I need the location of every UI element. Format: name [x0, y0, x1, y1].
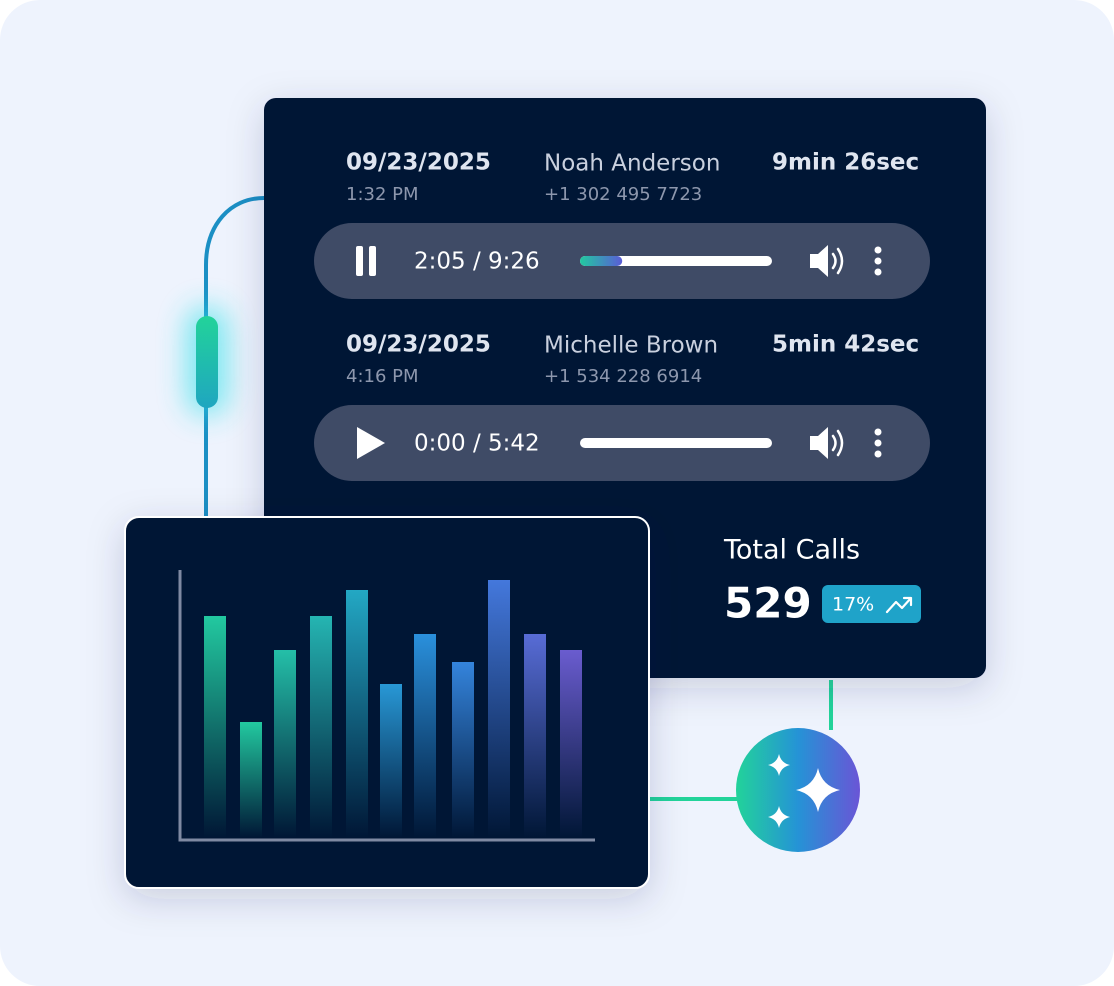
call-duration: 9min 26sec [772, 150, 919, 176]
call-list: 09/23/2025 1:32 PM Noah Anderson +1 302 495… [314, 150, 930, 481]
progress-fill [580, 256, 623, 266]
bar [274, 650, 296, 838]
change-text: 17% [832, 594, 874, 616]
playback-position: 2:05 / 9:26 [414, 249, 540, 275]
sparkle-icon [768, 754, 840, 828]
bar [560, 650, 582, 838]
bar [380, 684, 402, 838]
summary-value: 529 [724, 579, 812, 628]
pause-button[interactable] [369, 246, 376, 276]
bar [524, 634, 546, 838]
connector-node [196, 316, 218, 408]
play-button[interactable] [357, 427, 385, 459]
bar [488, 580, 510, 838]
summary-label: Total Calls [723, 535, 860, 566]
menu-dot[interactable] [874, 268, 882, 276]
trend-icon [885, 596, 913, 614]
bar [310, 616, 332, 838]
playback-position: 0:00 / 5:42 [414, 431, 540, 457]
caller-phone: +1 534 228 6914 [544, 366, 702, 387]
progress-track [580, 256, 772, 266]
progress-track [580, 438, 772, 448]
menu-dot[interactable] [874, 246, 882, 254]
caller-name: Michelle Brown [544, 333, 718, 359]
caller-name: Noah Anderson [544, 151, 720, 177]
caller-phone: +1 302 495 7723 [544, 184, 702, 205]
call-date: 09/23/2025 [346, 332, 491, 358]
call-time: 1:32 PM [346, 184, 419, 205]
menu-dot[interactable] [874, 428, 882, 436]
volume-icon[interactable] [810, 245, 828, 277]
connector [649, 680, 833, 801]
bar [414, 634, 436, 838]
call-time: 4:16 PM [346, 366, 419, 387]
change-badge [822, 585, 921, 623]
volume-waves [831, 429, 844, 457]
menu-dot[interactable] [874, 439, 882, 447]
pause-button[interactable] [356, 246, 363, 276]
bar [204, 616, 226, 838]
chart-axes [178, 570, 595, 842]
bar [240, 722, 262, 838]
bar [346, 590, 368, 838]
volume-waves [831, 247, 844, 275]
call-date: 09/23/2025 [346, 150, 491, 176]
call-duration: 5min 42sec [772, 332, 919, 358]
menu-dot[interactable] [874, 257, 882, 265]
bar-chart [204, 580, 582, 838]
connector [204, 196, 265, 520]
menu-dot[interactable] [874, 450, 882, 458]
volume-icon[interactable] [810, 427, 828, 459]
bar [452, 662, 474, 838]
